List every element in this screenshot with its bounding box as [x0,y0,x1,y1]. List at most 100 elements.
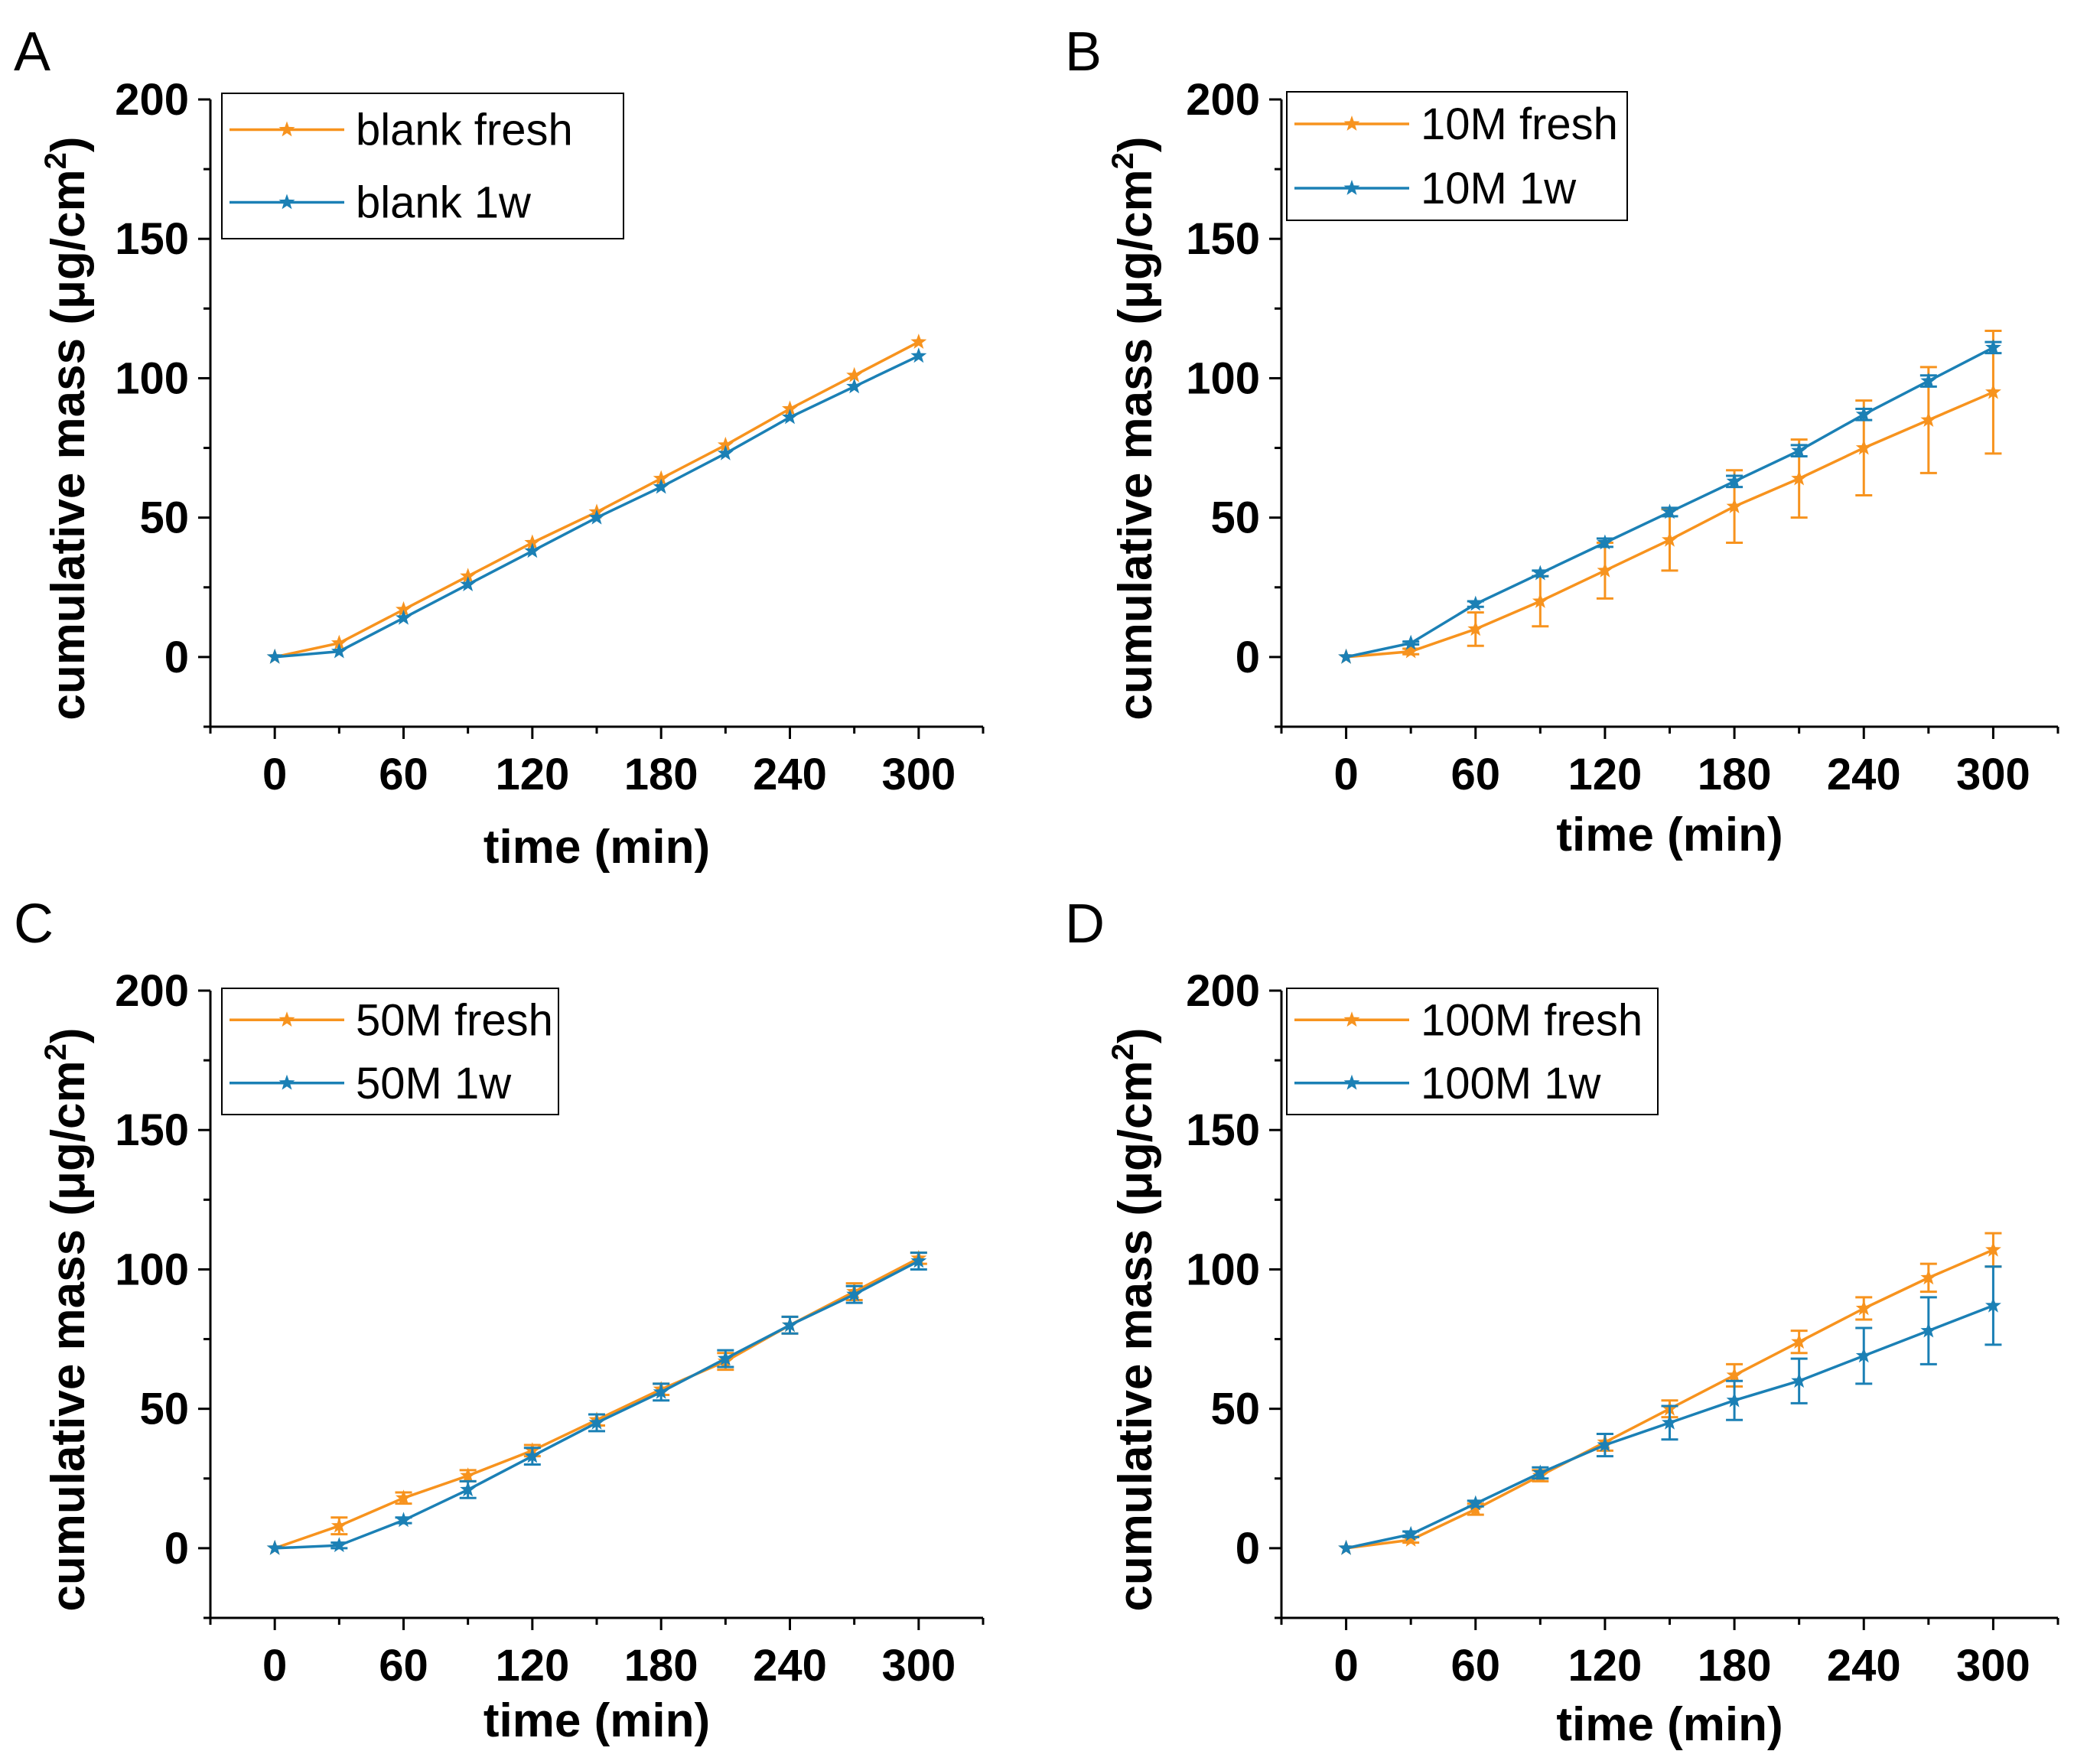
y-axis-title: cumulative mass (μg/cm2) [39,136,95,720]
data-point [782,1316,798,1333]
data-point [1726,498,1743,513]
y-axis-title: cumulative mass (μg/cm2) [1106,136,1162,720]
y-axis-title-sup: 2 [1106,152,1140,169]
data-point [653,478,669,494]
y-axis-title-main: cumulative mass [42,325,95,721]
legend-label: 10M 1w [1421,164,1577,213]
x-tick-label: 240 [753,750,827,799]
panel-A: A 0 50 100 150 200 0 60 120 180 240 300 time (min) cu… [14,21,985,874]
data-point [1920,373,1937,388]
x-tick-label: 60 [1450,750,1500,799]
x-axis-title: time (min) [483,1694,710,1747]
data-point [1920,1269,1937,1285]
data-point [460,568,477,584]
data-point [846,1286,863,1302]
data-point [1402,634,1419,650]
data-point [1985,1297,2001,1313]
legend-box [1286,91,1628,221]
x-axis-title: time (min) [1556,1698,1783,1751]
y-tick-label: 150 [1186,214,1260,264]
y-axis-title: cumulative mass (μg/cm2) [39,1027,95,1611]
legend: 100M fresh 100M 1w [1286,988,1659,1115]
x-axis-title: time (min) [1556,809,1783,861]
data-point [910,334,927,349]
data-point [1791,1372,1808,1388]
data-point [1855,1347,1872,1363]
legend: blank fresh blank 1w [221,93,624,239]
x-tick-label: 300 [881,1641,956,1691]
y-tick-label: 200 [1186,966,1260,1016]
data-point [396,1512,412,1528]
x-tick-label: 180 [1698,750,1772,799]
data-point [1402,1525,1419,1541]
data-point [717,436,734,452]
y-tick-label: 150 [115,1105,189,1155]
data-point [588,1414,605,1430]
y-axis-title-sup: 2 [1106,1043,1140,1060]
y-axis-title-sup: 2 [39,152,73,169]
data-point [782,400,798,416]
y-axis-title-main: cumulative mass [42,1216,95,1612]
y-tick-label: 0 [164,1524,189,1574]
x-tick-label: 300 [1956,750,2030,799]
y-axis-title-unit: (μg/cm [1109,1060,1162,1216]
data-point [717,444,734,461]
y-tick-label: 100 [1186,1245,1260,1294]
legend-label: 100M 1w [1421,1059,1601,1108]
legend-swatch-marker [278,1074,295,1090]
panel-B: B 0 50 100 150 200 0 60 120 180 240 300 time (min) cu… [1065,21,2059,861]
x-axis-title: time (min) [483,821,710,874]
legend-label: 50M fresh [356,995,553,1045]
legend: 10M fresh 10M 1w [1286,91,1628,221]
data-point [1985,383,2001,399]
x-tick-label: 0 [262,750,287,799]
data-point [1985,339,2001,355]
y-tick-label: 200 [1186,75,1260,125]
data-point [1532,593,1548,608]
y-axis-title-close: ) [42,1027,95,1043]
x-tick-label: 240 [1827,1641,1901,1691]
y-axis-title-unit: (μg/cm [42,1060,95,1216]
data-point [846,366,863,382]
x-tick-label: 120 [495,750,569,799]
y-tick-label: 200 [115,966,189,1016]
x-tick-label: 0 [1333,750,1358,799]
series-line [274,1257,920,1550]
panel-letter: C [14,893,54,955]
y-tick-label: 50 [1210,493,1260,543]
y-axis-title-unit: (μg/cm [42,169,95,324]
data-point [330,643,347,659]
legend-swatch-marker [278,121,295,137]
data-point [1467,1500,1484,1516]
data-point [1791,1333,1808,1349]
series-1w [1338,339,2002,664]
x-tick-label: 240 [753,1641,827,1691]
x-tick-label: 240 [1827,750,1901,799]
data-point [1597,561,1613,578]
data-point [1467,1495,1484,1511]
y-tick-label: 200 [115,75,189,125]
y-tick-label: 150 [1186,1105,1260,1155]
x-tick-label: 60 [1450,1641,1500,1691]
data-point [1662,503,1678,519]
data-point [1726,1366,1743,1382]
x-tick-label: 180 [624,750,698,799]
data-point [460,1467,477,1482]
y-axis-title-close: ) [1109,136,1162,152]
data-point [1338,1539,1354,1555]
legend-swatch-marker [278,194,295,210]
series-fresh [266,1249,927,1555]
data-point [1920,1322,1937,1338]
legend-label: 10M fresh [1421,99,1618,149]
legend-label: 100M fresh [1421,995,1643,1045]
data-point [524,1447,541,1463]
y-tick-label: 100 [115,353,189,403]
series-fresh [266,334,927,664]
x-tick-label: 120 [1568,1641,1643,1691]
legend-box [221,93,624,239]
y-tick-label: 0 [164,633,189,682]
data-point [396,1489,412,1505]
data-point [1791,470,1808,486]
panel-letter: A [14,21,50,83]
data-point [266,648,283,664]
